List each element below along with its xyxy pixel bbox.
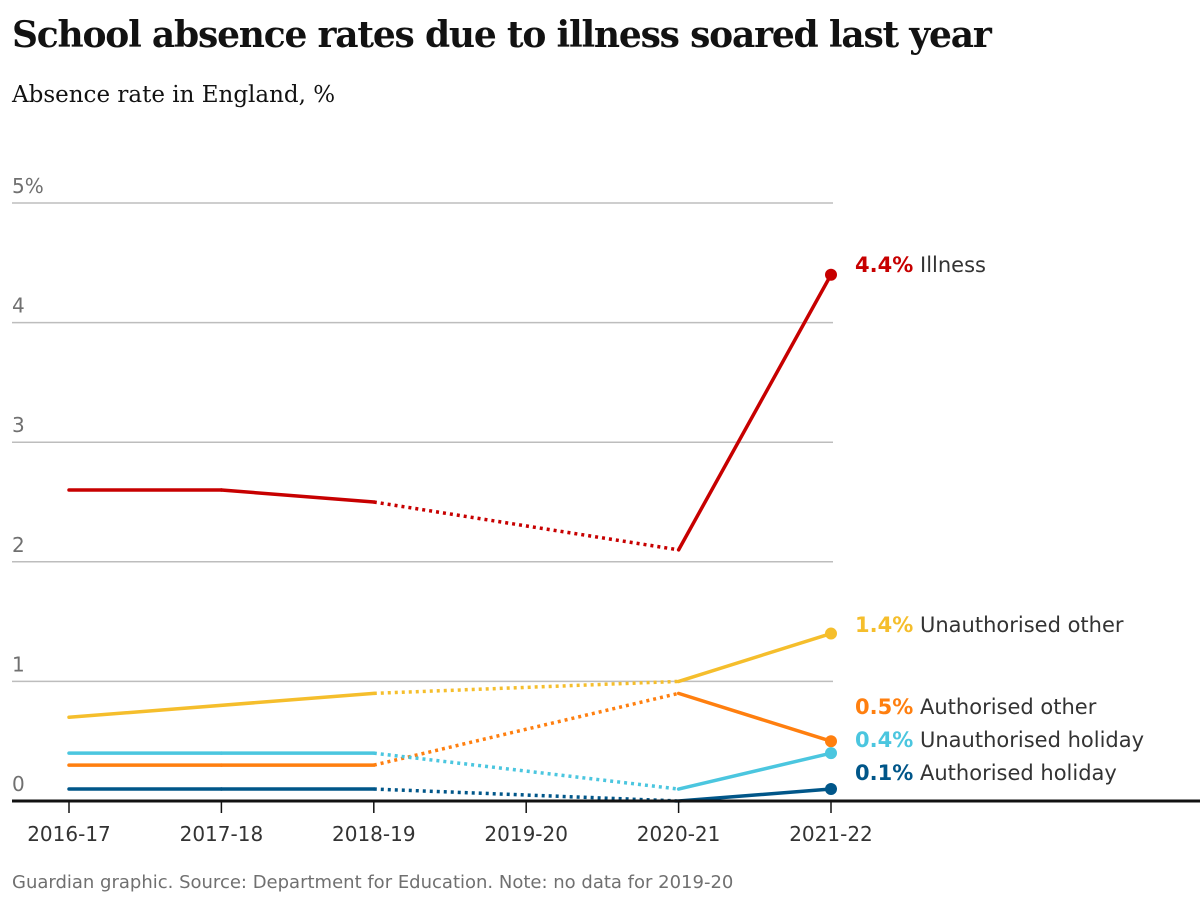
series-line-unauthorised-other <box>373 679 679 696</box>
end-value-label: 4.4% <box>855 253 913 277</box>
series-line-illness <box>373 500 679 552</box>
end-point-authorised-holiday <box>825 783 837 796</box>
series-line-unauthorised-other <box>67 691 376 720</box>
end-value-label: 0.4% <box>855 728 913 752</box>
series-line-authorised-holiday <box>676 787 833 803</box>
series-end-labels: 4.4% Illness 1.4% Unauthorised other 0.5% Aut… <box>855 253 1144 785</box>
series-lines <box>67 268 837 803</box>
series-line-authorised-other <box>676 691 833 743</box>
y-axis-ticks: 0 1 2 3 4 5% <box>12 174 44 796</box>
line-chart: 0 1 2 3 4 5% 2016-17 2017-18 2018-19 2019-20 2020… <box>12 174 1200 846</box>
x-tick-label: 2018-19 <box>332 822 416 846</box>
chart-title: School absence rates due to illness soar… <box>12 14 992 56</box>
x-axis-ticks: 2016-17 2017-18 2018-19 2019-20 2020-21 2021-… <box>27 801 873 846</box>
series-line-unauthorised-other <box>676 631 833 684</box>
source-note: Guardian graphic. Source: Department for… <box>12 872 734 893</box>
series-line-unauthorised-holiday <box>373 751 679 791</box>
y-tick-label: 5% <box>12 174 44 198</box>
x-tick-label: 2017-18 <box>180 822 264 846</box>
end-point-illness <box>825 268 837 281</box>
end-value-label: 0.1% <box>855 761 913 785</box>
y-tick-label: 2 <box>12 533 25 557</box>
series-name-label: Unauthorised other <box>920 613 1124 637</box>
series-name-label: Unauthorised holiday <box>920 728 1144 752</box>
chart-subtitle: Absence rate in England, % <box>12 82 336 108</box>
y-tick-label: 3 <box>12 413 25 437</box>
series-name-label: Authorised holiday <box>920 761 1117 785</box>
end-value-label: 1.4% <box>855 613 913 637</box>
series-name-label: Illness <box>920 253 986 277</box>
y-tick-label: 0 <box>12 772 25 796</box>
series-name-label: Authorised other <box>920 695 1097 719</box>
x-tick-label: 2020-21 <box>637 822 721 846</box>
end-point-authorised-other <box>825 735 837 748</box>
series-line-authorised-holiday <box>373 787 679 803</box>
series-line-illness <box>219 488 376 504</box>
grid-lines <box>12 202 833 683</box>
end-point-unauthorised-other <box>825 627 837 640</box>
series-line-unauthorised-holiday <box>676 751 833 791</box>
y-tick-label: 1 <box>12 652 25 676</box>
x-tick-label: 2016-17 <box>27 822 111 846</box>
x-tick-label: 2021-22 <box>789 822 873 846</box>
series-line-authorised-other <box>373 691 680 767</box>
y-tick-label: 4 <box>12 294 25 318</box>
end-value-label: 0.5% <box>855 695 913 719</box>
series-line-illness <box>676 273 833 552</box>
x-tick-label: 2019-20 <box>484 822 568 846</box>
end-point-unauthorised-holiday <box>825 747 837 760</box>
